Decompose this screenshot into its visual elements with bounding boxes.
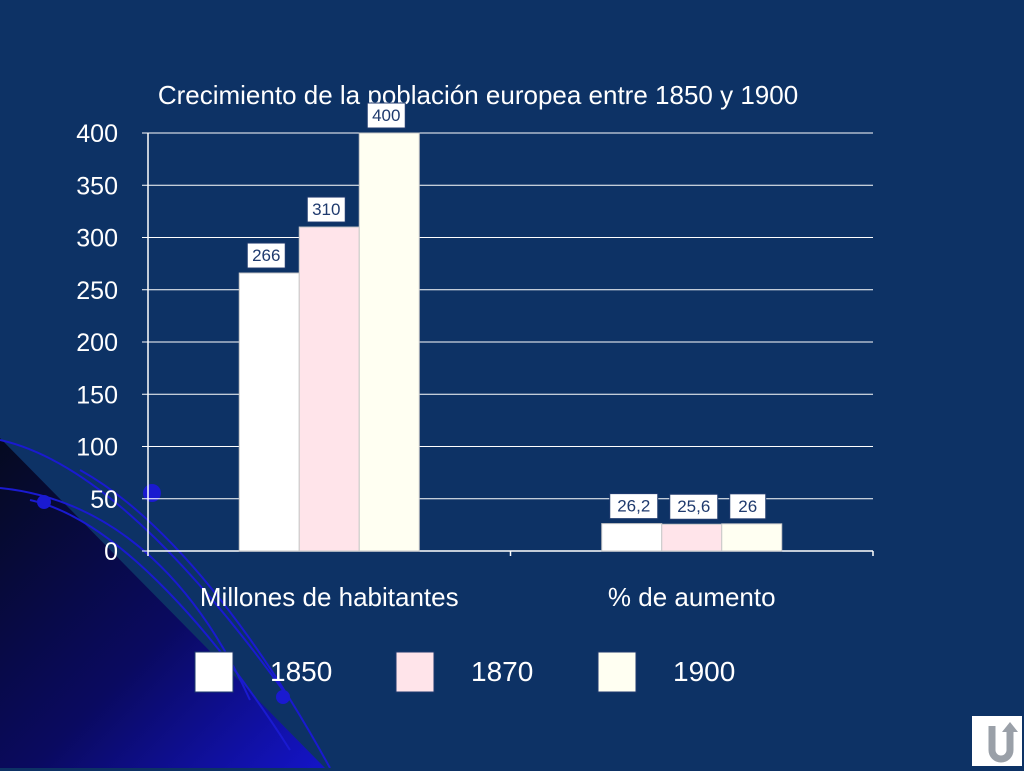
return-arrow-icon — [988, 722, 1018, 763]
y-tick-label: 350 — [76, 172, 118, 200]
bars: 266 310 400 26,2 25,6 26 — [238, 102, 783, 552]
decorative-dot — [276, 690, 290, 704]
y-tick-label: 400 — [76, 120, 118, 148]
legend-label: 1900 — [673, 656, 735, 687]
legend-label: 1850 — [270, 656, 332, 687]
legend-swatch — [597, 651, 637, 693]
data-label: 400 — [372, 106, 400, 125]
data-label-box — [669, 493, 719, 520]
x-category-label: Millones de habitantes — [200, 582, 459, 612]
x-axis-labels: Millones de habitantes % de aumento — [200, 582, 776, 612]
x-category-label: % de aumento — [608, 582, 776, 612]
data-label-box — [729, 493, 767, 520]
y-tick-label: 50 — [90, 486, 118, 514]
data-label-box — [306, 196, 346, 223]
bar — [238, 272, 300, 552]
data-label: 26 — [738, 497, 757, 516]
bar — [601, 523, 663, 552]
chart-title: Crecimiento de la población europea entr… — [158, 80, 798, 110]
y-tick-label: 150 — [76, 381, 118, 409]
bar — [661, 523, 723, 552]
decorative-dot — [37, 495, 51, 509]
legend-swatch — [395, 651, 435, 693]
y-tick-label: 200 — [76, 329, 118, 357]
legend: 1850 1870 1900 — [194, 651, 735, 693]
legend-swatch — [194, 651, 234, 693]
y-tick-label: 100 — [76, 434, 118, 462]
bar — [298, 226, 360, 552]
y-tick-label: 300 — [76, 225, 118, 253]
data-label: 26,2 — [617, 497, 650, 516]
bar — [358, 132, 420, 552]
y-tick-label: 0 — [104, 538, 118, 566]
bar — [721, 523, 783, 552]
data-label: 266 — [252, 246, 280, 265]
data-label-box — [609, 493, 659, 520]
data-label: 25,6 — [677, 497, 710, 516]
legend-label: 1870 — [471, 656, 533, 687]
back-button[interactable] — [972, 716, 1022, 766]
y-tick-label: 250 — [76, 277, 118, 305]
y-axis-ticks: 0 50 100 150 200 250 300 350 400 — [76, 120, 148, 566]
data-label: 310 — [312, 200, 340, 219]
data-label-box — [366, 102, 406, 129]
data-label-box — [246, 242, 286, 269]
